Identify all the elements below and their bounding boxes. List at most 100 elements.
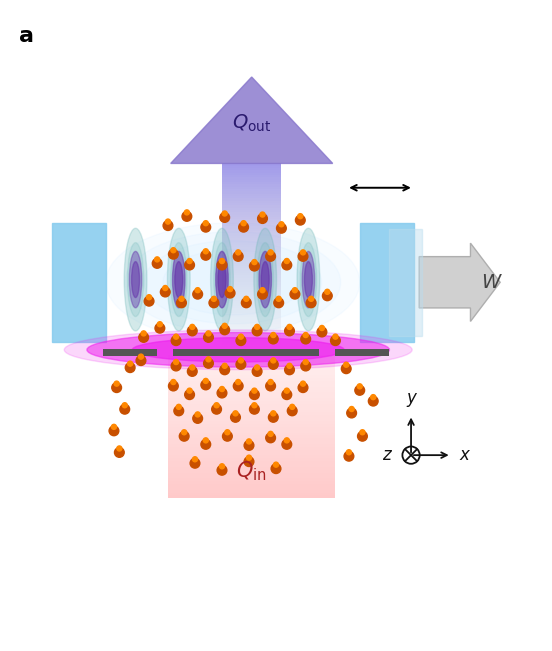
Bar	[168, 367, 336, 370]
Bar	[222, 208, 282, 210]
Circle shape	[163, 286, 168, 290]
Circle shape	[184, 210, 189, 215]
Circle shape	[284, 388, 289, 393]
Bar	[222, 255, 282, 256]
Circle shape	[222, 432, 232, 441]
Bar	[222, 336, 282, 338]
Bar	[222, 222, 282, 224]
Circle shape	[252, 260, 257, 264]
Bar	[222, 280, 282, 283]
Circle shape	[225, 288, 235, 298]
Circle shape	[306, 298, 316, 308]
Circle shape	[268, 334, 278, 344]
Circle shape	[217, 465, 227, 475]
Circle shape	[190, 324, 195, 329]
Circle shape	[233, 411, 238, 416]
Ellipse shape	[64, 330, 412, 370]
Circle shape	[187, 388, 192, 393]
Circle shape	[331, 336, 340, 346]
Circle shape	[173, 334, 179, 339]
Bar	[168, 436, 336, 438]
Circle shape	[303, 333, 308, 338]
Circle shape	[246, 439, 252, 444]
Bar	[222, 189, 282, 191]
Circle shape	[320, 326, 325, 331]
Circle shape	[333, 334, 338, 339]
Circle shape	[176, 404, 181, 409]
Bar	[168, 387, 336, 389]
Circle shape	[112, 383, 121, 393]
Bar	[168, 415, 336, 418]
Bar	[222, 171, 282, 173]
Circle shape	[166, 219, 171, 224]
Bar	[222, 187, 282, 189]
Circle shape	[268, 413, 278, 422]
Bar	[168, 481, 336, 484]
Circle shape	[227, 286, 232, 292]
Circle shape	[214, 403, 219, 408]
Circle shape	[182, 430, 187, 435]
Circle shape	[357, 384, 362, 389]
Circle shape	[241, 221, 246, 226]
Ellipse shape	[300, 243, 317, 316]
Bar	[222, 273, 282, 275]
Circle shape	[282, 439, 291, 449]
Circle shape	[238, 334, 243, 339]
Bar	[222, 196, 282, 199]
Bar	[222, 301, 282, 303]
Bar	[222, 212, 282, 215]
Bar	[222, 201, 282, 203]
Circle shape	[206, 357, 211, 362]
Circle shape	[284, 258, 289, 264]
Circle shape	[157, 322, 162, 327]
Circle shape	[298, 383, 308, 393]
Circle shape	[211, 296, 216, 301]
Circle shape	[360, 430, 365, 435]
Bar	[222, 233, 282, 236]
Circle shape	[271, 358, 276, 363]
Circle shape	[252, 388, 257, 393]
Ellipse shape	[261, 262, 269, 298]
Bar	[222, 180, 282, 182]
Circle shape	[252, 403, 257, 408]
Bar	[222, 252, 282, 255]
Circle shape	[258, 214, 267, 223]
Circle shape	[220, 387, 225, 391]
Circle shape	[266, 381, 275, 391]
Circle shape	[201, 251, 211, 260]
Circle shape	[268, 250, 273, 255]
Bar	[168, 473, 336, 475]
Circle shape	[188, 367, 197, 376]
Bar	[222, 268, 282, 271]
Bar	[168, 456, 336, 458]
Bar	[168, 378, 336, 381]
Circle shape	[171, 380, 176, 385]
Bar	[168, 461, 336, 464]
Bar	[168, 358, 336, 361]
Bar	[168, 452, 336, 456]
Circle shape	[193, 457, 198, 462]
Bar	[222, 327, 282, 329]
Bar	[222, 296, 282, 299]
Bar	[168, 475, 336, 478]
Circle shape	[231, 413, 240, 422]
Bar	[168, 404, 336, 407]
Circle shape	[341, 364, 351, 374]
Bar	[222, 173, 282, 175]
Circle shape	[282, 390, 291, 400]
Circle shape	[114, 381, 119, 386]
Circle shape	[236, 250, 241, 255]
Circle shape	[193, 289, 203, 299]
Bar	[222, 199, 282, 201]
Ellipse shape	[302, 251, 315, 308]
Circle shape	[204, 359, 213, 368]
Bar	[222, 299, 282, 301]
Bar	[222, 264, 282, 266]
Circle shape	[273, 462, 279, 467]
Circle shape	[271, 333, 276, 338]
Circle shape	[190, 458, 200, 468]
Circle shape	[125, 363, 135, 372]
Circle shape	[195, 412, 200, 417]
Bar	[222, 289, 282, 292]
Ellipse shape	[173, 251, 185, 308]
